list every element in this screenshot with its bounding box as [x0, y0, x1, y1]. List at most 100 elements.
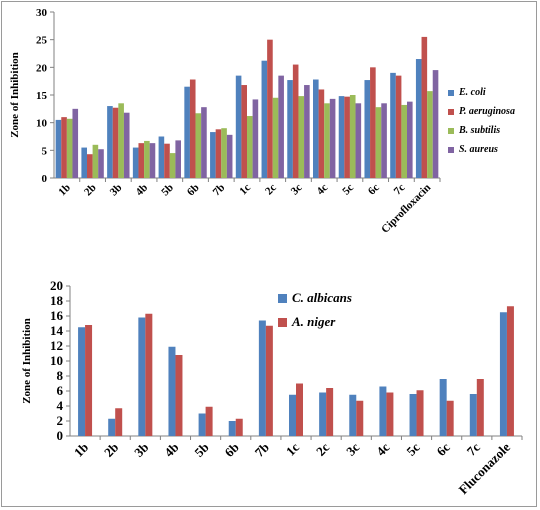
x-tick-label-6c: 6c — [433, 439, 452, 458]
bar-4c-c-albicans — [379, 386, 387, 436]
legend-label-p-aeruginosa: P. aeruginosa — [459, 106, 515, 117]
bar-3c-b-subtilis — [298, 96, 305, 178]
bar-4b-p-aeruginosa — [138, 143, 145, 178]
bar-5b-b-subtilis — [169, 153, 176, 178]
x-tick-label-7c: 7c — [464, 439, 483, 458]
bar-3c-e-coli — [287, 80, 293, 178]
y-tick-label: 10 — [36, 118, 48, 130]
y-tick-label: 2 — [57, 413, 64, 428]
legend-swatch-c-albicans — [278, 294, 287, 303]
bar-1b-e-coli — [55, 119, 62, 178]
x-tick-label-4c: 4c — [373, 439, 392, 458]
y-axis-title: Zone of Inhibition — [21, 318, 33, 404]
bar-5c-c-albicans — [409, 394, 417, 436]
bar-7b-s-aureus — [226, 134, 233, 178]
y-tick-label: 8 — [57, 368, 64, 383]
bar-5c-e-coli — [338, 96, 345, 178]
bar-5b-a-niger — [205, 406, 213, 436]
bar-5b-s-aureus — [175, 140, 181, 178]
bar-5b-c-albicans — [198, 413, 206, 436]
y-tick-label: 14 — [50, 323, 64, 338]
legend-label-b-subtilis: B. subtilis — [458, 125, 500, 136]
bar-5c-b-subtilis — [349, 95, 356, 178]
bar-3b-a-niger — [145, 313, 153, 436]
bar-1b-c-albicans — [78, 327, 86, 436]
bar-7b-a-niger — [265, 325, 273, 436]
x-tick-label-2c: 2c — [313, 439, 332, 458]
bar-1c-p-aeruginosa — [241, 85, 247, 178]
legend-label-c-albicans: C. albicans — [292, 290, 352, 305]
bar-6b-e-coli — [184, 86, 190, 178]
bar-3b-b-subtilis — [118, 103, 124, 178]
bar-6c-e-coli — [364, 80, 371, 178]
bar-2c-c-albicans — [319, 392, 327, 436]
bar-3b-e-coli — [107, 106, 113, 178]
bar-7b-b-subtilis — [221, 128, 227, 178]
bar-2b-s-aureus — [98, 149, 104, 178]
bar-1b-s-aureus — [72, 108, 79, 178]
bar-4c-e-coli — [313, 79, 319, 178]
bar-fluconazole-a-niger — [506, 306, 514, 436]
y-tick-label: 20 — [50, 278, 63, 293]
bar-2c-e-coli — [261, 60, 268, 179]
bar-ciprofloxacin-s-aureus — [432, 70, 439, 178]
bar-7c-e-coli — [390, 72, 396, 178]
bar-3b-p-aeruginosa — [112, 107, 119, 178]
legend-swatch-a-niger — [278, 318, 287, 327]
x-tick-label-3c: 3c — [343, 439, 362, 458]
bar-4b-c-albicans — [168, 346, 176, 436]
bar-2b-c-albicans — [108, 418, 116, 436]
bar-5b-e-coli — [158, 136, 165, 178]
y-tick-label: 25 — [36, 35, 48, 47]
bar-3c-p-aeruginosa — [292, 64, 299, 178]
bar-7b-c-albicans — [258, 320, 266, 436]
bar-5b-p-aeruginosa — [164, 143, 170, 178]
y-tick-label: 6 — [57, 383, 64, 398]
bar-ciprofloxacin-p-aeruginosa — [421, 36, 428, 179]
bar-7b-p-aeruginosa — [215, 129, 222, 178]
bar-1c-a-niger — [296, 383, 303, 436]
bar-ciprofloxacin-e-coli — [415, 59, 422, 178]
bar-4b-b-subtilis — [144, 140, 150, 178]
y-tick-label: 20 — [36, 62, 48, 74]
x-tick-label-6b: 6b — [222, 440, 242, 460]
bar-7c-p-aeruginosa — [395, 75, 402, 178]
y-tick-label: 10 — [50, 353, 63, 368]
bar-6c-p-aeruginosa — [370, 67, 376, 178]
bar-6b-c-albicans — [228, 421, 236, 436]
bar-1c-b-subtilis — [247, 116, 253, 178]
bar-1b-b-subtilis — [66, 118, 73, 178]
bar-2b-p-aeruginosa — [87, 154, 93, 178]
bar-6c-s-aureus — [381, 103, 387, 178]
y-tick-label: 4 — [57, 398, 64, 413]
bar-4c-a-niger — [386, 392, 394, 436]
y-tick-label: 0 — [57, 428, 64, 443]
bar-2c-b-subtilis — [272, 97, 279, 178]
x-tick-label-4b: 4b — [161, 440, 181, 460]
legend-swatch-b-subtilis — [448, 128, 454, 134]
bar-1b-a-niger — [85, 325, 93, 436]
bar-6c-a-niger — [446, 400, 454, 436]
bar-2c-a-niger — [326, 388, 334, 436]
bar-2c-p-aeruginosa — [267, 39, 273, 178]
bar-4c-p-aeruginosa — [318, 89, 325, 178]
legend-swatch-p-aeruginosa — [448, 109, 454, 115]
legend-label-a-niger: A. niger — [291, 314, 336, 329]
bar-6b-p-aeruginosa — [189, 79, 196, 178]
bar-3b-s-aureus — [123, 112, 130, 178]
x-tick-label-7b: 7b — [252, 440, 272, 460]
bar-4c-s-aureus — [329, 98, 336, 178]
bar-7c-b-subtilis — [401, 104, 407, 178]
bar-ciprofloxacin-b-subtilis — [427, 91, 433, 178]
bar-6b-a-niger — [235, 418, 243, 436]
y-tick-label: 18 — [50, 293, 64, 308]
bar-1b-p-aeruginosa — [61, 117, 67, 178]
bar-7c-c-albicans — [469, 394, 477, 436]
bar-1c-e-coli — [235, 75, 242, 178]
bar-2b-e-coli — [81, 147, 87, 178]
bar-2b-b-subtilis — [92, 144, 99, 178]
bar-6c-b-subtilis — [375, 107, 382, 178]
bar-4c-b-subtilis — [324, 103, 330, 178]
x-tick-label-1c: 1c — [283, 439, 302, 458]
legend-label-s-aureus: S. aureus — [459, 144, 498, 155]
